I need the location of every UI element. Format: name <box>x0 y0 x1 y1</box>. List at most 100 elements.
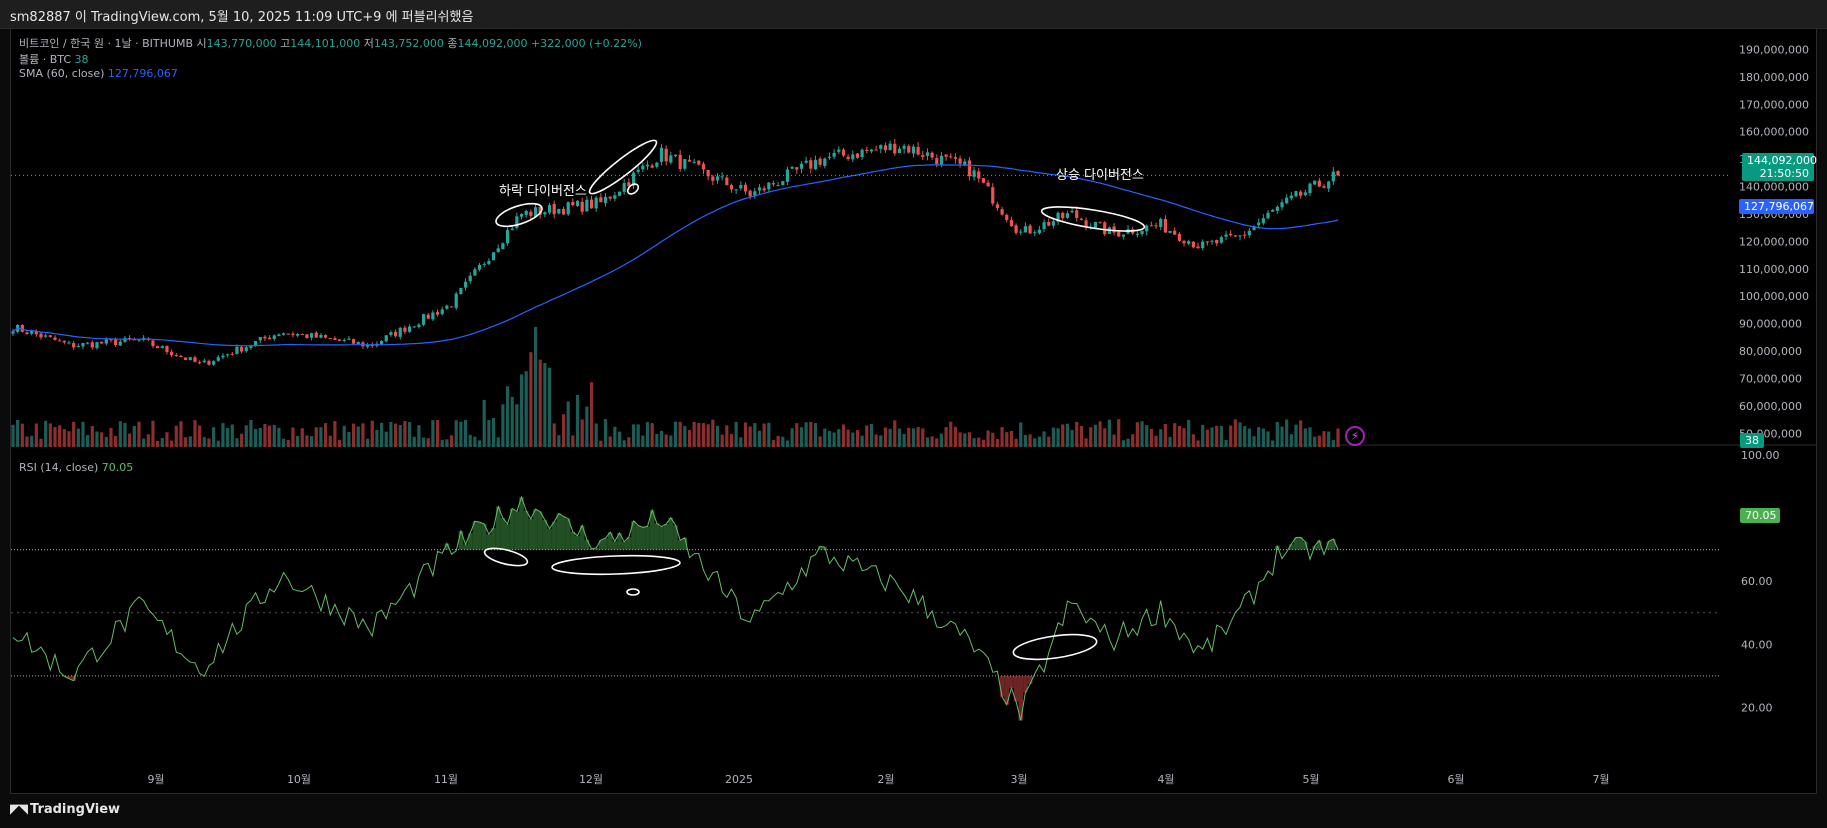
candle <box>697 160 701 165</box>
volume-bar <box>571 435 575 447</box>
candle <box>837 149 841 152</box>
volume-bar <box>1005 432 1009 447</box>
candle <box>258 336 262 341</box>
candle <box>687 159 692 162</box>
annotation-ellipse <box>495 202 543 228</box>
volume-legend[interactable]: 볼륨 · BTC 38 <box>19 51 89 67</box>
candle <box>1252 226 1256 231</box>
candle <box>1271 209 1275 212</box>
volume-bar <box>295 436 300 447</box>
candle <box>673 154 678 157</box>
tradingview-logo[interactable]: ◤◥ TradingView <box>10 802 120 817</box>
candle <box>151 340 155 347</box>
symbol-label[interactable]: 비트코인 / 한국 원 · 1날 · BITHUMB <box>19 37 194 50</box>
volume-tag: 38 <box>1740 433 1764 448</box>
annotation-ellipse <box>483 547 529 567</box>
candle <box>720 176 724 178</box>
candle <box>1112 226 1116 233</box>
volume-bar <box>711 419 715 447</box>
volume-bar <box>1196 440 1200 447</box>
candle <box>221 355 225 358</box>
rsi-legend[interactable]: RSI (14, close) 70.05 <box>19 461 133 474</box>
volume-bar <box>529 352 533 447</box>
candle <box>963 161 967 165</box>
candle <box>104 339 108 344</box>
volume-bar <box>790 428 794 447</box>
volume-bar <box>412 436 416 447</box>
candle <box>323 335 328 338</box>
candle <box>1266 212 1270 219</box>
volume-bar <box>263 423 267 447</box>
candle <box>580 201 584 212</box>
brand-label: TradingView <box>30 802 121 817</box>
volume-bar <box>482 399 486 447</box>
volume-bar <box>692 421 696 447</box>
price-axis-tick: 70,000,000 <box>1739 372 1802 385</box>
volume-bar <box>398 425 402 447</box>
volume-bar <box>697 422 701 447</box>
candle <box>67 342 71 344</box>
volume-bar <box>622 440 626 447</box>
candle <box>781 181 785 186</box>
candle <box>1121 234 1125 237</box>
volume-bar <box>468 434 472 447</box>
candle <box>1028 225 1032 234</box>
candle <box>384 335 388 342</box>
volume-bar <box>743 422 748 447</box>
time-axis-tick: 7월 <box>1592 773 1609 786</box>
volume-bar <box>1331 439 1335 447</box>
candle <box>58 340 62 342</box>
candle <box>179 355 183 358</box>
price-axis-tick: 180,000,000 <box>1739 71 1809 84</box>
candle <box>515 216 519 228</box>
volume-bar <box>911 428 916 447</box>
volume-bar <box>487 420 491 447</box>
volume-bar <box>883 427 888 447</box>
volume-bar <box>683 426 687 447</box>
volume-bar <box>202 437 206 447</box>
candle <box>902 145 906 149</box>
candle <box>1294 191 1298 197</box>
volume-bar <box>888 428 892 447</box>
volume-bar <box>286 440 290 447</box>
chart-canvas[interactable]: 190,000,000 180,000,000 170,000,000 160,000… <box>11 29 1816 793</box>
candle <box>804 160 808 163</box>
volume-bar <box>230 424 234 447</box>
time-axis-tick: 6월 <box>1447 773 1464 786</box>
volume-bar <box>356 426 360 447</box>
volume-bar <box>1061 424 1065 447</box>
volume-value: 38 <box>74 53 89 66</box>
candle <box>561 208 566 215</box>
volume-bar <box>1079 425 1083 447</box>
lightning-icon[interactable]: ⚡ <box>1345 426 1365 446</box>
candle <box>20 325 24 332</box>
volume-bar <box>268 425 272 447</box>
candle <box>207 360 211 365</box>
chart-area[interactable]: 190,000,000 180,000,000 170,000,000 160,000… <box>10 28 1817 794</box>
volume-bar <box>851 432 855 447</box>
candle <box>1261 218 1265 224</box>
volume-bar <box>533 327 538 447</box>
volume-bar <box>813 423 818 447</box>
volume-bar <box>221 423 225 447</box>
candle <box>869 149 874 152</box>
volume-bar <box>1070 430 1074 447</box>
candle <box>748 190 752 197</box>
candle <box>935 158 939 165</box>
volume-bar <box>1149 428 1153 447</box>
volume-bar <box>1014 438 1018 447</box>
candle <box>571 202 575 206</box>
sma-legend[interactable]: SMA (60, close) 127,796,067 <box>19 67 178 80</box>
volume-bar <box>669 435 673 447</box>
candle <box>911 146 916 154</box>
candle <box>328 337 332 339</box>
volume-bar <box>351 423 356 447</box>
candle <box>524 210 528 215</box>
rsi-axis-tick: 60.00 <box>1741 575 1773 588</box>
candle <box>76 345 80 348</box>
candle <box>95 342 99 349</box>
volume-bar <box>785 440 790 447</box>
candle <box>949 156 953 158</box>
volume-bar <box>72 421 76 447</box>
candle <box>449 306 454 308</box>
